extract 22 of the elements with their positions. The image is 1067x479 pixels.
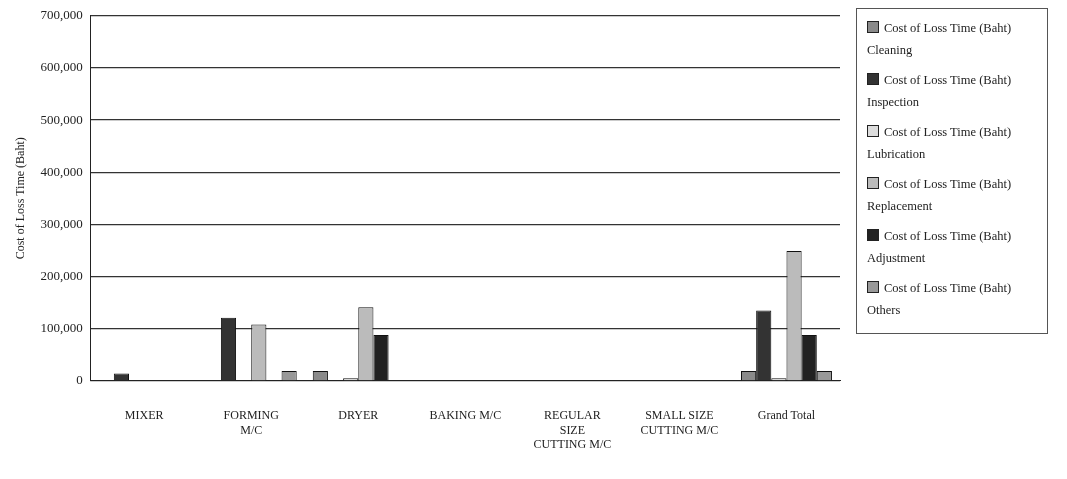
x-tick-label: BAKING M/C bbox=[429, 408, 502, 423]
legend-label: Cost of Loss Time (Baht) Lubrication bbox=[867, 124, 1013, 163]
y-tick-label: 200,000 bbox=[40, 267, 83, 283]
legend-label: Cost of Loss Time (Baht) Inspection bbox=[867, 72, 1013, 111]
legend-label: Cost of Loss Time (Baht) Others bbox=[867, 280, 1013, 319]
x-tick-label: DRYER bbox=[338, 408, 379, 423]
y-axis-title: Cost of Loss Time (Baht) bbox=[13, 137, 28, 260]
y-tick-label: 100,000 bbox=[40, 320, 83, 336]
y-tick-label: 600,000 bbox=[40, 59, 83, 75]
x-tick-label: FORMING M/C bbox=[223, 408, 280, 437]
y-tick-label: 500,000 bbox=[40, 111, 83, 127]
y-tick-label: 0 bbox=[76, 372, 83, 388]
y-tick-label: 700,000 bbox=[40, 7, 83, 23]
y-tick-label: 300,000 bbox=[40, 215, 83, 231]
x-tick-label: Grand Total bbox=[757, 408, 816, 423]
legend-label: Cost of Loss Time (Baht) Replacement bbox=[867, 176, 1013, 215]
x-tick-label: SMALL SIZE CUTTING M/C bbox=[640, 408, 719, 437]
legend-label: Cost of Loss Time (Baht) Cleaning bbox=[867, 20, 1013, 59]
y-tick-label: 400,000 bbox=[40, 163, 83, 179]
x-tick-label: REGULAR SIZE CUTTING M/C bbox=[533, 408, 612, 451]
x-tick-label: MIXER bbox=[124, 408, 164, 423]
legend-label: Cost of Loss Time (Baht) Adjustment bbox=[867, 228, 1013, 267]
